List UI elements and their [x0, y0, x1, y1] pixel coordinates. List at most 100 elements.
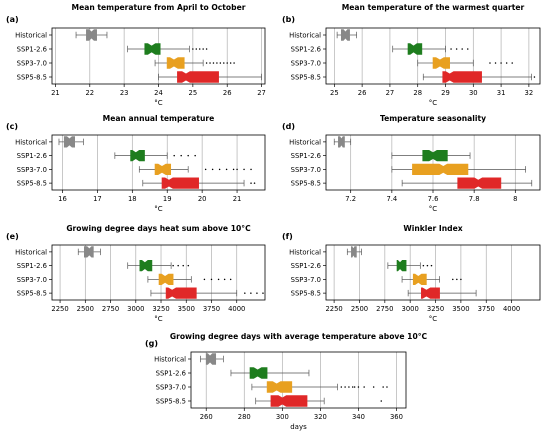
box-historical [58, 136, 84, 148]
x-tick-label: 24 [154, 89, 163, 97]
flier-point [243, 168, 245, 171]
x-tick-label: 260 [200, 413, 213, 421]
category-label: SSP3-7.0 [291, 59, 321, 67]
box-ssp3-7-0 [147, 273, 232, 286]
flier-point [253, 182, 256, 184]
box-ssp5-8-5 [158, 71, 262, 83]
flier-point [363, 386, 365, 388]
flier-point [205, 62, 208, 64]
flier-point [223, 62, 225, 64]
flier-point [244, 292, 246, 294]
flier-point [172, 264, 174, 267]
flier-point [205, 48, 208, 50]
x-tick-label: 26 [223, 89, 232, 97]
category-label: SSP3-7.0 [17, 166, 47, 174]
flier-point [262, 292, 264, 294]
flier-point [187, 264, 190, 267]
box-historical [346, 246, 362, 258]
panel-title: Mean annual temperature [103, 114, 215, 123]
flier-point [461, 48, 463, 50]
box-body [457, 177, 502, 189]
flier-point [422, 264, 425, 267]
axes-frame [325, 27, 541, 85]
box-body [139, 259, 153, 272]
x-tick-label: 22 [85, 89, 94, 97]
panel-label: (e) [6, 232, 19, 241]
flier-point [357, 386, 360, 388]
x-tick-label: 20 [198, 195, 207, 203]
box-ssp5-8-5 [142, 177, 256, 189]
flier-point [195, 48, 198, 50]
flier-point [494, 62, 497, 64]
box-ssp1-2-6 [127, 43, 208, 55]
box-ssp5-8-5 [255, 395, 383, 407]
category-label: SSP5-8.5 [291, 73, 321, 81]
box-ssp1-2-6 [392, 43, 469, 55]
box-body [161, 177, 199, 189]
box-ssp5-8-5 [407, 287, 477, 299]
box-ssp3-7-0 [391, 163, 526, 176]
box-body [270, 395, 308, 407]
flier-point [177, 264, 179, 267]
x-tick-label: 4000 [228, 305, 245, 313]
category-label: SSP3-7.0 [17, 276, 47, 284]
flier-point [452, 278, 454, 281]
x-tick-label: 2750 [102, 305, 119, 313]
flier-point [256, 292, 258, 294]
category-label: Historical [289, 31, 321, 39]
x-tick-label: 23 [120, 89, 129, 97]
panel-c: Mean annual temperature (c) 16 17 18 19 20 21 °C… [6, 114, 266, 213]
axes-frame [325, 244, 541, 301]
box-body [84, 246, 94, 258]
x-tick-label: 3000 [402, 305, 419, 313]
box-body [351, 246, 357, 258]
box-body [166, 57, 185, 69]
panel-label: (a) [6, 15, 19, 24]
flier-point [456, 278, 458, 281]
x-tick-label: 31 [497, 89, 506, 97]
box-ssp1-2-6 [127, 259, 190, 272]
panel-label: (g) [145, 339, 158, 348]
x-tick-label: 26 [358, 89, 367, 97]
category-label: Historical [154, 355, 186, 363]
x-tick-label: 3250 [152, 305, 169, 313]
flier-point [192, 48, 194, 50]
category-label: SSP1-2.6 [291, 152, 321, 160]
category-label: SSP1-2.6 [156, 369, 186, 377]
x-tick-label: 30 [469, 89, 478, 97]
x-tick-label: 2750 [376, 305, 393, 313]
x-axis-label: days [290, 423, 307, 431]
panel-title: Mean temperature from April to October [72, 3, 246, 12]
flier-point [344, 386, 346, 388]
flier-point [430, 264, 433, 267]
category-label: SSP5-8.5 [17, 73, 47, 81]
x-tick-label: 27 [257, 89, 266, 97]
x-tick-label: 28 [413, 89, 422, 97]
panel-b: Mean temperature of the warmest quarter (… [282, 3, 541, 107]
box-ssp5-8-5 [401, 177, 533, 189]
box-ssp3-7-0 [154, 57, 235, 69]
flier-point [216, 62, 218, 64]
axes-frame [325, 134, 541, 191]
flier-point [202, 48, 204, 50]
category-label: Historical [289, 138, 321, 146]
flier-point [229, 278, 232, 281]
category-label: Historical [15, 31, 47, 39]
panel-title: Temperature seasonality [380, 114, 486, 123]
x-tick-label: 21 [233, 195, 242, 203]
x-tick-label: 7.4 [386, 195, 397, 203]
x-tick-label: 27 [386, 89, 395, 97]
flier-point [209, 62, 211, 64]
flier-point [223, 278, 226, 281]
box-ssp1-2-6 [387, 259, 433, 272]
box-body [86, 29, 97, 41]
flier-point [372, 386, 375, 388]
flier-point [386, 386, 388, 388]
panel-title: Growing degree days with average tempera… [170, 332, 428, 341]
flier-point [250, 168, 252, 171]
panel-label: (d) [282, 122, 295, 131]
x-tick-label: 3750 [203, 305, 220, 313]
panel-title: Winkler Index [403, 224, 462, 233]
flier-point [460, 278, 462, 281]
box-body [412, 163, 469, 176]
